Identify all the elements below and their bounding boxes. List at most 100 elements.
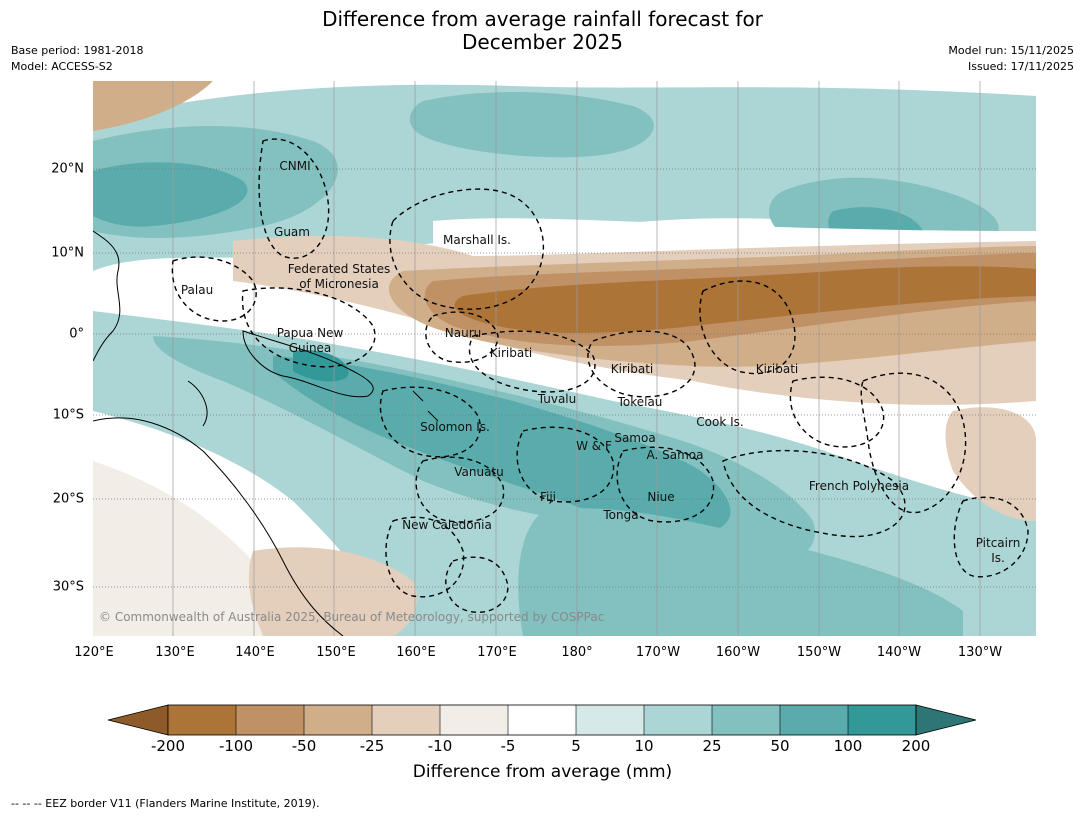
- colorbar-bin-2: [236, 705, 304, 735]
- equatorial-dry-core: [454, 266, 1036, 333]
- legend-label-25: 25: [702, 737, 722, 755]
- label-kiribati-east: Kiribati: [755, 362, 799, 376]
- legend-label-50: 50: [770, 737, 790, 755]
- colorbar-bin-3: [304, 705, 372, 735]
- label-solomon-islands: Solomon Is.: [420, 420, 490, 434]
- south-wet-arc: [518, 508, 963, 636]
- colorbar-bin-1: [168, 705, 236, 735]
- label-kiribati-west: Kiribati: [489, 346, 533, 360]
- legend-label-5: 5: [571, 737, 581, 755]
- australia-dry: [93, 461, 293, 636]
- legend-label-minus-100: -100: [218, 737, 254, 755]
- north-wet-band: [93, 84, 1036, 271]
- legend-label-minus-10: -10: [427, 737, 453, 755]
- chart-title: Difference from average rainfall forecas…: [0, 8, 1085, 54]
- label-png-line-2: Guinea: [288, 341, 332, 355]
- label-cnmi: CNMI: [279, 159, 311, 173]
- label-kiribati-central: Kiribati: [610, 362, 654, 376]
- colorbar-bin-7: [576, 705, 644, 735]
- legend-label-minus-200: -200: [150, 737, 186, 755]
- model-name: Model: ACCESS-S2: [11, 60, 113, 73]
- legend-label-minus-5: -5: [500, 737, 516, 755]
- lon-tick-160e: 160°E: [396, 645, 436, 660]
- lon-tick-180: 180°: [561, 645, 593, 660]
- label-fiji: Fiji: [539, 490, 557, 504]
- northwest-dry: [93, 81, 213, 131]
- label-palau: Palau: [180, 283, 214, 297]
- rainfall-map: [93, 81, 1036, 636]
- label-fsm-line-1: Federated States: [287, 262, 391, 276]
- lon-tick-140w: 140°W: [876, 645, 922, 660]
- north-wet-core-2: [93, 162, 248, 227]
- colorbar-bin-11: [848, 705, 916, 735]
- southwest-dry: [248, 547, 417, 636]
- lon-tick-120e: 120°E: [74, 645, 114, 660]
- label-pitcairn-line-1: Pitcairn: [975, 536, 1021, 550]
- meta-left: Base period: 1981-2018 Model: ACCESS-S2: [11, 43, 143, 75]
- legend-label-100: 100: [833, 737, 863, 755]
- spcz-wet-strong: [273, 356, 731, 534]
- colorbar-bin-10: [780, 705, 848, 735]
- grid-lines: [172, 81, 981, 636]
- lon-tick-130e: 130°E: [155, 645, 195, 660]
- base-period: Base period: 1981-2018: [11, 44, 144, 57]
- lat-tick-10n: 10°N: [51, 245, 84, 261]
- legend-label-10: 10: [634, 737, 654, 755]
- model-run: Model run: 15/11/2025: [948, 44, 1074, 57]
- eez-footnote: -- -- -- EEZ border V11 (Flanders Marine…: [11, 797, 320, 810]
- label-png-line-1: Papua New: [276, 326, 344, 340]
- label-french-polynesia: French Polynesia: [808, 479, 910, 493]
- label-marshall-islands: Marshall Is.: [443, 233, 511, 247]
- legend-label-minus-25: -25: [359, 737, 385, 755]
- label-fsm-line-2: of Micronesia: [299, 277, 379, 291]
- label-wallis-futuna: W & F: [576, 439, 612, 453]
- colorbar-bin-9: [712, 705, 780, 735]
- coastlines: [93, 230, 439, 636]
- label-cook-islands: Cook Is.: [696, 415, 744, 429]
- spcz-wet-core: [293, 350, 349, 382]
- lat-tick-20n: 20°N: [51, 161, 84, 177]
- lon-tick-170w: 170°W: [635, 645, 681, 660]
- colorbar-outline: [167, 704, 917, 736]
- colorbar-extend-low: [107, 704, 169, 736]
- colorbar-bin-6: [508, 705, 576, 735]
- colorbar: [107, 704, 977, 736]
- lat-tick-30s: 30°S: [52, 579, 84, 595]
- lon-tick-130w: 130°W: [957, 645, 1003, 660]
- lon-tick-140e: 140°E: [235, 645, 275, 660]
- colorbar-bin-8: [644, 705, 712, 735]
- label-guam: Guam: [274, 225, 310, 239]
- colorbar-extend-high: [915, 704, 977, 736]
- colorbar-bin-5: [440, 705, 508, 735]
- label-new-caledonia: New Caledonia: [402, 518, 492, 532]
- label-samoa: Samoa: [614, 431, 656, 445]
- colorbar-dividers: [235, 705, 849, 735]
- colorbar-bin-4: [372, 705, 440, 735]
- title-line-1: Difference from average rainfall forecas…: [322, 7, 763, 31]
- lat-tick-0: 0°: [69, 326, 84, 342]
- label-american-samoa: A. Samoa: [646, 448, 704, 462]
- lon-tick-150w: 150°W: [796, 645, 842, 660]
- meta-right: Model run: 15/11/2025 Issued: 17/11/2025: [948, 43, 1074, 75]
- title-line-2: December 2025: [462, 30, 623, 54]
- lon-tick-170e: 170°E: [477, 645, 517, 660]
- label-tuvalu: Tuvalu: [537, 392, 577, 406]
- label-pitcairn-line-2: Is.: [991, 551, 1005, 565]
- lon-tick-160w: 160°W: [715, 645, 761, 660]
- lon-tick-150e: 150°E: [316, 645, 356, 660]
- legend-label-minus-50: -50: [291, 737, 317, 755]
- label-vanuatu: Vanuatu: [454, 465, 504, 479]
- east-dry-pocket: [945, 407, 1036, 521]
- label-tokelau: Tokelau: [617, 395, 663, 409]
- label-nauru: Nauru: [444, 326, 482, 340]
- issue-date: Issued: 17/11/2025: [967, 60, 1074, 73]
- label-niue: Niue: [647, 490, 675, 504]
- legend-label-200: 200: [901, 737, 931, 755]
- label-tonga: Tonga: [603, 508, 639, 522]
- map-canvas: [93, 81, 1036, 636]
- lat-tick-20s: 20°S: [52, 491, 84, 507]
- lat-lines: [93, 168, 1036, 588]
- north-central-wet: [409, 91, 654, 158]
- lat-tick-10s: 10°S: [52, 407, 84, 423]
- copyright-notice: © Commonwealth of Australia 2025, Bureau…: [99, 610, 605, 624]
